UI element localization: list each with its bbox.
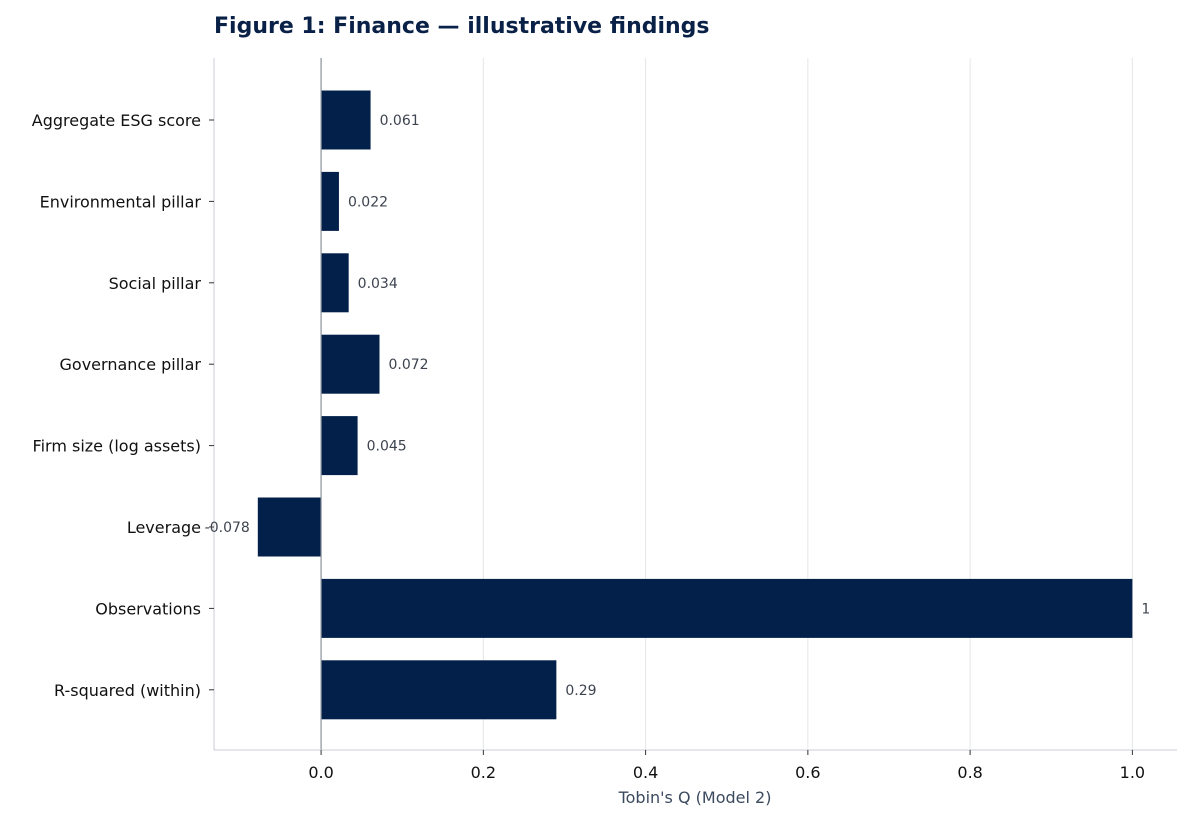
grid-lines [482,58,1133,750]
category-label: Firm size (log assets) [33,437,201,456]
x-tick-label: 0.8 [957,763,982,782]
chart-title: Figure 1: Finance — illustrative finding… [214,14,710,39]
category-label: Governance pillar [60,355,202,374]
value-label: 0.045 [367,439,407,455]
x-tick-label: 0.2 [471,763,496,782]
bar [321,253,349,313]
category-label: Aggregate ESG score [32,111,201,130]
bar [321,171,339,231]
x-tick-label: 0.6 [795,763,820,782]
value-label: 0.29 [565,683,596,699]
value-label: 0.072 [389,357,429,373]
axes [209,58,1177,755]
bar [321,90,371,150]
bar [321,334,380,394]
bar [321,660,557,720]
bar [321,578,1133,638]
x-axis-label: Tobin's Q (Model 2) [618,788,772,807]
value-label: 0.022 [348,194,388,210]
category-label: Social pillar [109,274,202,293]
bar [257,497,322,557]
x-tick-label: 0.0 [308,763,333,782]
category-label: Leverage [127,518,201,537]
value-label: 0.061 [380,113,420,129]
value-label: -0.078 [205,520,250,536]
category-label: R-squared (within) [54,681,201,700]
bar [321,416,358,476]
labels: Aggregate ESG score Environmental pillar S… [32,111,1151,782]
category-label: Observations [95,599,201,618]
category-label: Environmental pillar [40,192,202,211]
bars [257,90,1133,720]
value-label: 0.034 [358,276,398,292]
value-label: 1 [1141,601,1150,617]
x-tick-label: 1.0 [1120,763,1145,782]
x-tick-label: 0.4 [633,763,658,782]
